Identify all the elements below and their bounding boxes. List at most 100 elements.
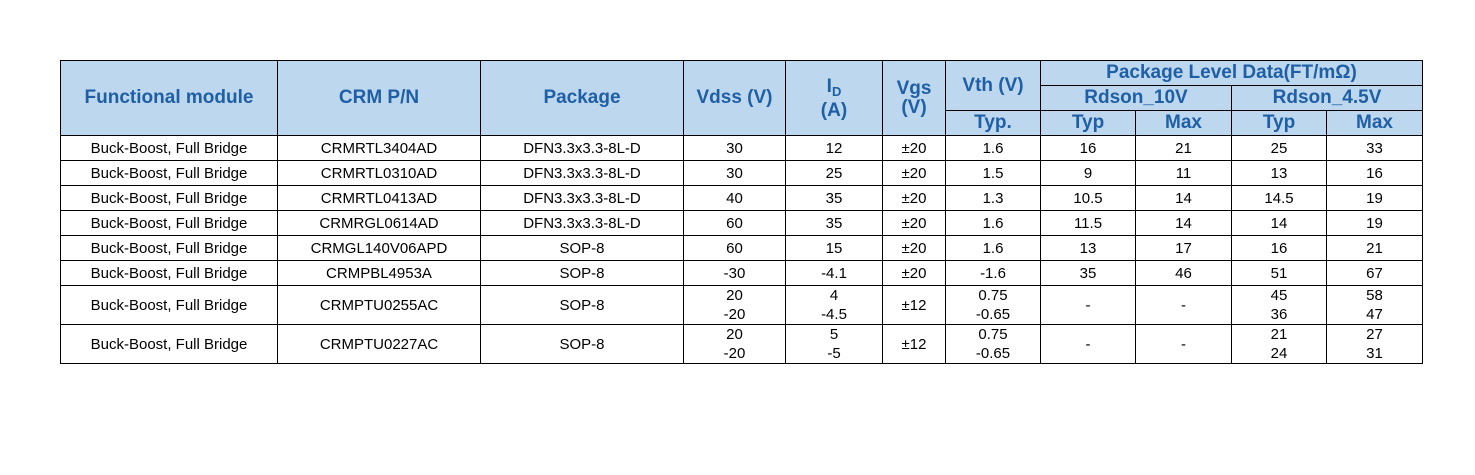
- table-row: Buck-Boost, Full Bridge CRMRTL0413AD DFN3.…: [60, 185, 1424, 211]
- header-crm-pn: CRM P/N: [277, 60, 481, 136]
- cell-vth-value: 1.5: [982, 164, 1004, 182]
- cell-rdson-10v-typ-value: 16: [1079, 139, 1097, 157]
- cell-vth: 0.75 -0.65: [945, 285, 1041, 325]
- cell-functional-module: Buck-Boost, Full Bridge: [60, 185, 278, 211]
- cell-rdson-4-5v-typ: 45 36: [1231, 285, 1327, 325]
- cell-rdson-10v-max: -: [1135, 324, 1232, 364]
- cell-package: SOP-8: [480, 235, 684, 261]
- cell-rdson-10v-max: 14: [1135, 185, 1232, 211]
- cell-id-value: 12: [825, 139, 843, 157]
- cell-rdson-10v-max-value: 14: [1175, 189, 1192, 207]
- cell-rdson-4-5v-typ: 21 24: [1231, 324, 1327, 364]
- cell-rdson-10v-max: 21: [1135, 135, 1232, 161]
- header-vth: Vth (V): [945, 60, 1041, 111]
- cell-rdson-10v-typ: 16: [1040, 135, 1136, 161]
- table-body: Buck-Boost, Full Bridge CRMRTL3404AD DFN3.…: [60, 135, 1424, 364]
- table-row: Buck-Boost, Full Bridge CRMPTU0255AC SOP-8…: [60, 285, 1424, 325]
- cell-package: DFN3.3x3.3-8L-D: [480, 185, 684, 211]
- cell-id-value: 5: [829, 326, 839, 343]
- cell-vth-value: -0.65: [975, 306, 1011, 323]
- header-rdson-10v: Rdson_10V: [1040, 85, 1232, 111]
- cell-crm-pn: CRMRTL0413AD: [277, 185, 481, 211]
- cell-rdson-10v-typ: -: [1040, 324, 1136, 364]
- cell-vth: 1.5: [945, 160, 1041, 186]
- header-rdson-4-5v-typ: Typ: [1231, 110, 1327, 136]
- cell-rdson-10v-max-value: -: [1181, 335, 1186, 353]
- cell-rdson-10v-typ: 9: [1040, 160, 1136, 186]
- cell-rdson-10v-typ: -: [1040, 285, 1136, 325]
- header-id-subscript: D: [831, 83, 842, 99]
- header-package: Package: [480, 60, 684, 136]
- cell-rdson-4-5v-typ-value: 14: [1270, 214, 1288, 232]
- cell-rdson-10v-max-value: 11: [1175, 164, 1192, 182]
- cell-package: DFN3.3x3.3-8L-D: [480, 210, 684, 236]
- cell-vdss: -30: [683, 260, 786, 286]
- header-vgs-unit: (V): [901, 97, 927, 118]
- cell-rdson-10v-max: 46: [1135, 260, 1232, 286]
- cell-id-value: 25: [825, 164, 843, 182]
- cell-vgs: ±12: [882, 285, 946, 325]
- cell-rdson-10v-typ-value: 9: [1083, 164, 1093, 182]
- cell-rdson-10v-typ-value: -: [1085, 335, 1091, 353]
- cell-rdson-4-5v-typ: 25: [1231, 135, 1327, 161]
- cell-rdson-10v-max-value: 14: [1175, 214, 1192, 232]
- cell-rdson-4-5v-max-value: 19: [1366, 189, 1383, 207]
- cell-rdson-10v-typ-value: -: [1085, 296, 1091, 314]
- cell-vth: 1.6: [945, 135, 1041, 161]
- cell-rdson-10v-max-value: 46: [1175, 264, 1192, 282]
- header-vgs-label: Vgs: [896, 78, 932, 99]
- cell-id: 4 -4.5: [785, 285, 883, 325]
- cell-rdson-4-5v-max-value: 67: [1366, 264, 1383, 282]
- cell-functional-module: Buck-Boost, Full Bridge: [60, 324, 278, 364]
- cell-rdson-4-5v-max: 67: [1325, 260, 1424, 286]
- cell-rdson-10v-typ: 10.5: [1040, 185, 1136, 211]
- cell-rdson-4-5v-typ: 16: [1231, 235, 1327, 261]
- cell-rdson-4-5v-max-value: 21: [1366, 239, 1383, 257]
- cell-package: SOP-8: [480, 285, 684, 325]
- cell-rdson-10v-typ-value: 11.5: [1073, 214, 1103, 232]
- cell-rdson-4-5v-max: 58 47: [1325, 285, 1424, 325]
- cell-vth-value: 1.6: [982, 239, 1004, 257]
- cell-functional-module: Buck-Boost, Full Bridge: [60, 285, 278, 325]
- cell-rdson-4-5v-typ: 14: [1231, 210, 1327, 236]
- cell-vgs: ±20: [882, 135, 946, 161]
- cell-crm-pn: CRMPBL4953A: [277, 260, 481, 286]
- cell-rdson-4-5v-typ-value: 45: [1270, 287, 1288, 304]
- cell-vdss-value: 60: [726, 239, 743, 257]
- cell-vdss: 30: [683, 135, 786, 161]
- cell-rdson-10v-typ-value: 35: [1079, 264, 1097, 282]
- table-row: Buck-Boost, Full Bridge CRMPBL4953A SOP-8 -…: [60, 260, 1424, 286]
- cell-crm-pn: CRMGL140V06APD: [277, 235, 481, 261]
- cell-vth: 1.3: [945, 185, 1041, 211]
- cell-id-value: -4.1: [821, 264, 847, 282]
- table-row: Buck-Boost, Full Bridge CRMRGL0614AD DFN3.…: [60, 210, 1424, 236]
- cell-rdson-4-5v-max: 16: [1325, 160, 1424, 186]
- cell-rdson-4-5v-typ-value: 36: [1270, 306, 1288, 323]
- table-row: Buck-Boost, Full Bridge CRMPTU0227AC SOP-8…: [60, 324, 1424, 364]
- cell-vth-value: 1.6: [982, 214, 1004, 232]
- cell-rdson-4-5v-max: 33: [1325, 135, 1424, 161]
- cell-rdson-4-5v-max: 27 31: [1325, 324, 1424, 364]
- cell-crm-pn: CRMPTU0255AC: [277, 285, 481, 325]
- cell-vdss: 20 -20: [683, 285, 786, 325]
- header-vth-typ: Typ.: [945, 110, 1041, 136]
- cell-vth-value: 1.6: [982, 139, 1004, 157]
- cell-functional-module: Buck-Boost, Full Bridge: [60, 210, 278, 236]
- cell-rdson-10v-max: -: [1135, 285, 1232, 325]
- header-rdson-4-5v-max: Max: [1325, 110, 1424, 136]
- cell-vth-value: -0.65: [975, 345, 1011, 362]
- header-vgs: Vgs (V): [882, 60, 946, 136]
- cell-vgs: ±20: [882, 185, 946, 211]
- table-row: Buck-Boost, Full Bridge CRMGL140V06APD SOP…: [60, 235, 1424, 261]
- cell-vgs: ±20: [882, 160, 946, 186]
- header-vdss: Vdss (V): [683, 60, 786, 136]
- cell-id: 35: [785, 185, 883, 211]
- cell-rdson-4-5v-typ-value: 16: [1270, 239, 1288, 257]
- cell-id-value: 35: [825, 214, 843, 232]
- cell-rdson-4-5v-max-value: 31: [1366, 345, 1383, 362]
- cell-rdson-10v-max-value: -: [1181, 296, 1186, 314]
- cell-rdson-4-5v-typ-value: 51: [1270, 264, 1288, 282]
- header-functional-module: Functional module: [60, 60, 278, 136]
- header-id: ID (A): [785, 60, 883, 136]
- cell-vdss: 30: [683, 160, 786, 186]
